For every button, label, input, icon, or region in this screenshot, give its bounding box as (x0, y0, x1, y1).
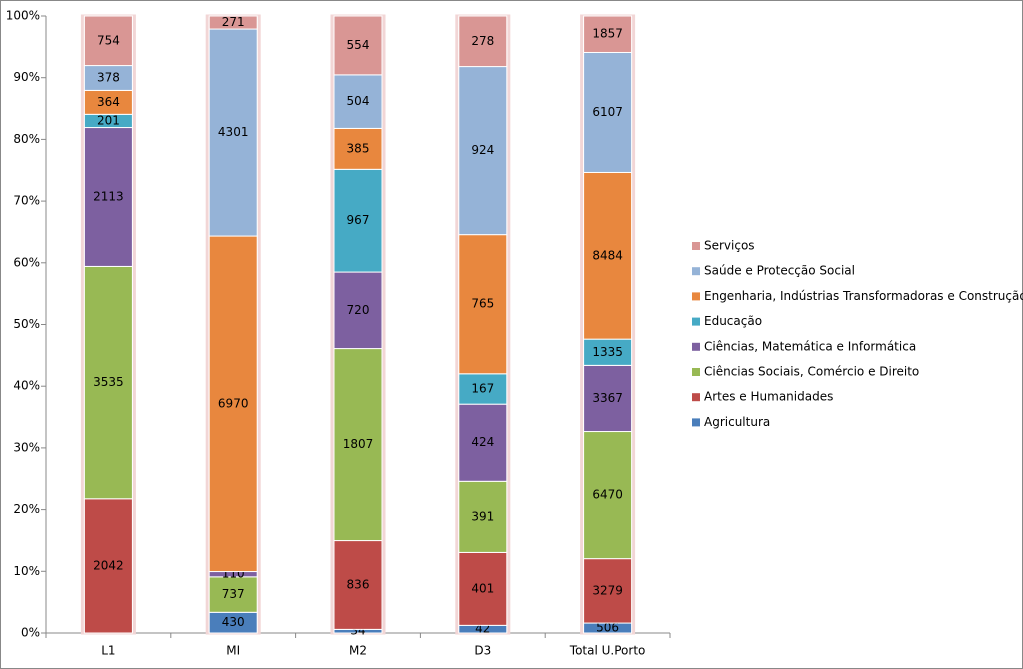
data-label: 737 (222, 587, 245, 601)
x-tick-label: Total U.Porto (569, 644, 646, 658)
y-tick-label: 0% (21, 626, 40, 640)
data-label: 378 (97, 70, 120, 84)
bar-segment (458, 551, 508, 626)
bar-segment (583, 171, 633, 340)
legend-label: Serviços (704, 239, 755, 253)
legend-label: Educação (704, 314, 762, 328)
bar-segment (583, 51, 633, 173)
data-label: 836 (347, 577, 370, 591)
x-tick-label: M2 (349, 644, 367, 658)
data-label: 765 (471, 297, 494, 311)
data-label: 754 (97, 33, 120, 47)
legend-swatch (692, 342, 700, 351)
y-tick-label: 20% (13, 502, 40, 516)
y-tick-label: 50% (13, 317, 40, 331)
legend-swatch (692, 242, 700, 250)
legend-label: Agricultura (704, 415, 770, 429)
data-label: 201 (97, 113, 120, 127)
legend-swatch (692, 393, 700, 402)
bar-segment (583, 364, 633, 433)
data-label: 504 (347, 94, 370, 108)
legend-label: Ciências, Matemática e Informática (704, 339, 916, 353)
data-label: 967 (347, 213, 370, 227)
bar-segment (83, 65, 133, 91)
legend-label: Ciências Sociais, Comércio e Direito (704, 365, 919, 379)
data-label: 2042 (93, 558, 124, 572)
data-label: 6470 (592, 488, 623, 502)
bar-segment (83, 498, 133, 634)
bar-segment (583, 558, 633, 624)
bar-segment (458, 403, 508, 482)
y-tick-label: 30% (13, 440, 40, 454)
data-label: 167 (471, 381, 494, 395)
x-tick-label: L1 (101, 644, 115, 658)
data-label: 271 (222, 15, 245, 29)
data-label: 4301 (218, 125, 249, 139)
bar-segment (333, 168, 383, 273)
bar-segment (583, 15, 633, 53)
data-label: 3535 (93, 375, 124, 389)
legend-swatch (692, 317, 700, 326)
data-label: 385 (347, 141, 370, 155)
y-tick-label: 100% (6, 9, 40, 23)
y-tick-label: 90% (13, 70, 40, 84)
bar-segment (83, 127, 133, 267)
bar-segment (458, 15, 508, 68)
bar-segment (208, 15, 258, 30)
data-label: 364 (97, 95, 120, 109)
data-label: 6970 (218, 396, 249, 410)
legend-label: Engenharia, Indústrias Transformadoras e… (704, 289, 1023, 303)
bar-segment (458, 66, 508, 236)
data-label: 1807 (343, 437, 374, 451)
legend-label: Artes e Humanidades (704, 390, 833, 404)
data-label: 3367 (592, 391, 623, 405)
data-label: 430 (222, 615, 245, 629)
legend-swatch (692, 418, 700, 427)
bar-segment (333, 15, 383, 76)
x-tick-label: MI (226, 644, 240, 658)
data-label: 1335 (592, 345, 623, 359)
data-label: 401 (471, 581, 494, 595)
bar-segment (208, 235, 258, 573)
bar-segment (583, 431, 633, 560)
legend-swatch (692, 267, 700, 276)
y-tick-label: 40% (13, 379, 40, 393)
bar-segment (333, 127, 383, 170)
data-label: 720 (347, 303, 370, 317)
data-label: 924 (471, 143, 494, 157)
y-tick-label: 80% (13, 132, 40, 146)
data-label: 2113 (93, 189, 124, 203)
y-tick-label: 70% (13, 194, 40, 208)
data-label: 506 (596, 621, 619, 635)
bar-segment (83, 265, 133, 500)
data-label: 554 (347, 38, 370, 52)
data-label: 391 (471, 509, 494, 523)
bar-segment (458, 373, 508, 405)
bar-segment (333, 74, 383, 129)
bar-segment (333, 271, 383, 350)
legend-label: Saúde e Protecção Social (704, 264, 855, 278)
x-tick-label: D3 (474, 644, 491, 658)
data-label: 424 (471, 435, 494, 449)
data-label: 8484 (592, 248, 623, 262)
bar-segment (83, 15, 133, 67)
data-label: 3279 (592, 583, 623, 597)
y-tick-label: 10% (13, 564, 40, 578)
legend-swatch (692, 292, 700, 301)
data-label: 278 (471, 34, 494, 48)
y-tick-label: 60% (13, 255, 40, 269)
data-label: 1857 (592, 27, 623, 41)
bar-segment (333, 348, 383, 542)
data-label: 6107 (592, 105, 623, 119)
bar-segment (333, 540, 383, 630)
legend-swatch (692, 368, 700, 376)
